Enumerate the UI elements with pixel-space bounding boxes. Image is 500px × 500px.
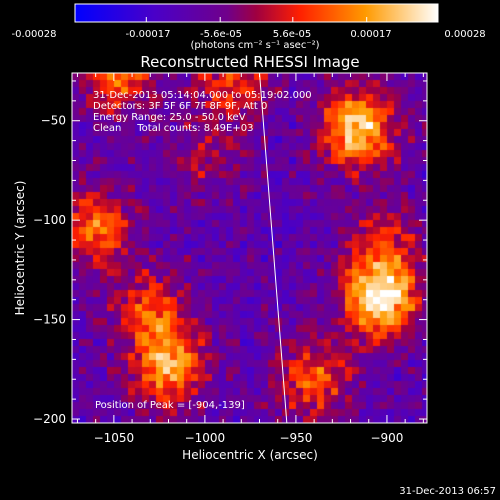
y-tick-label: −100: [33, 213, 66, 227]
plot-timestamp: 31-Dec-2013 06:57: [399, 486, 496, 497]
colorbar-tick-label: -0.00017: [126, 29, 171, 40]
annotation-clean-counts: Clean Total counts: 8.49E+03: [93, 123, 253, 134]
y-axis-label: Heliocentric Y (arcsec): [13, 181, 27, 316]
x-tick-label: −900: [370, 431, 403, 445]
x-tick-labels: −1050 −1000 −950 −900: [94, 431, 404, 445]
x-tick-label: −1000: [185, 431, 226, 445]
x-axis-label: Heliocentric X (arcsec): [182, 448, 318, 462]
solar-limb-line: [259, 72, 288, 424]
heatmap-image: [72, 73, 427, 423]
colorbar-tick-label: -5.6e-05: [200, 29, 242, 40]
annotation-detectors: Detectors: 3F 5F 6F 7F 8F 9F, Att 0: [93, 101, 267, 112]
colorbar-tick-label: 5.6e-05: [273, 29, 311, 40]
x-tick-label: −950: [279, 431, 312, 445]
axis-ticks: [72, 73, 427, 423]
chart-title: Reconstructed RHESSI Image: [140, 53, 359, 71]
x-tick-label: −1050: [94, 431, 135, 445]
colorbar-tick-label: 0.00017: [350, 29, 391, 40]
colorbar: [74, 3, 439, 23]
colorbar-ticks: [74, 17, 439, 22]
y-tick-label: −200: [33, 412, 66, 426]
peak-position-label: Position of Peak = [-904,-139]: [95, 400, 245, 411]
annotation-time-range: 31-Dec-2013 05:14:04.000 to 05:19:02.000: [93, 90, 312, 101]
y-tick-label: −50: [41, 114, 66, 128]
colorbar-unit-label: (photons cm⁻² s⁻¹ asec⁻²): [190, 40, 319, 51]
colorbar-tick-label: 0.00028: [444, 29, 485, 40]
annotation-energy-range: Energy Range: 25.0 - 50.0 keV: [93, 112, 246, 123]
y-tick-label: −150: [33, 313, 66, 327]
plot-frame: [71, 72, 428, 424]
colorbar-tick-label: -0.00028: [12, 29, 57, 40]
y-tick-labels: −50 −100 −150 −200: [33, 114, 66, 426]
